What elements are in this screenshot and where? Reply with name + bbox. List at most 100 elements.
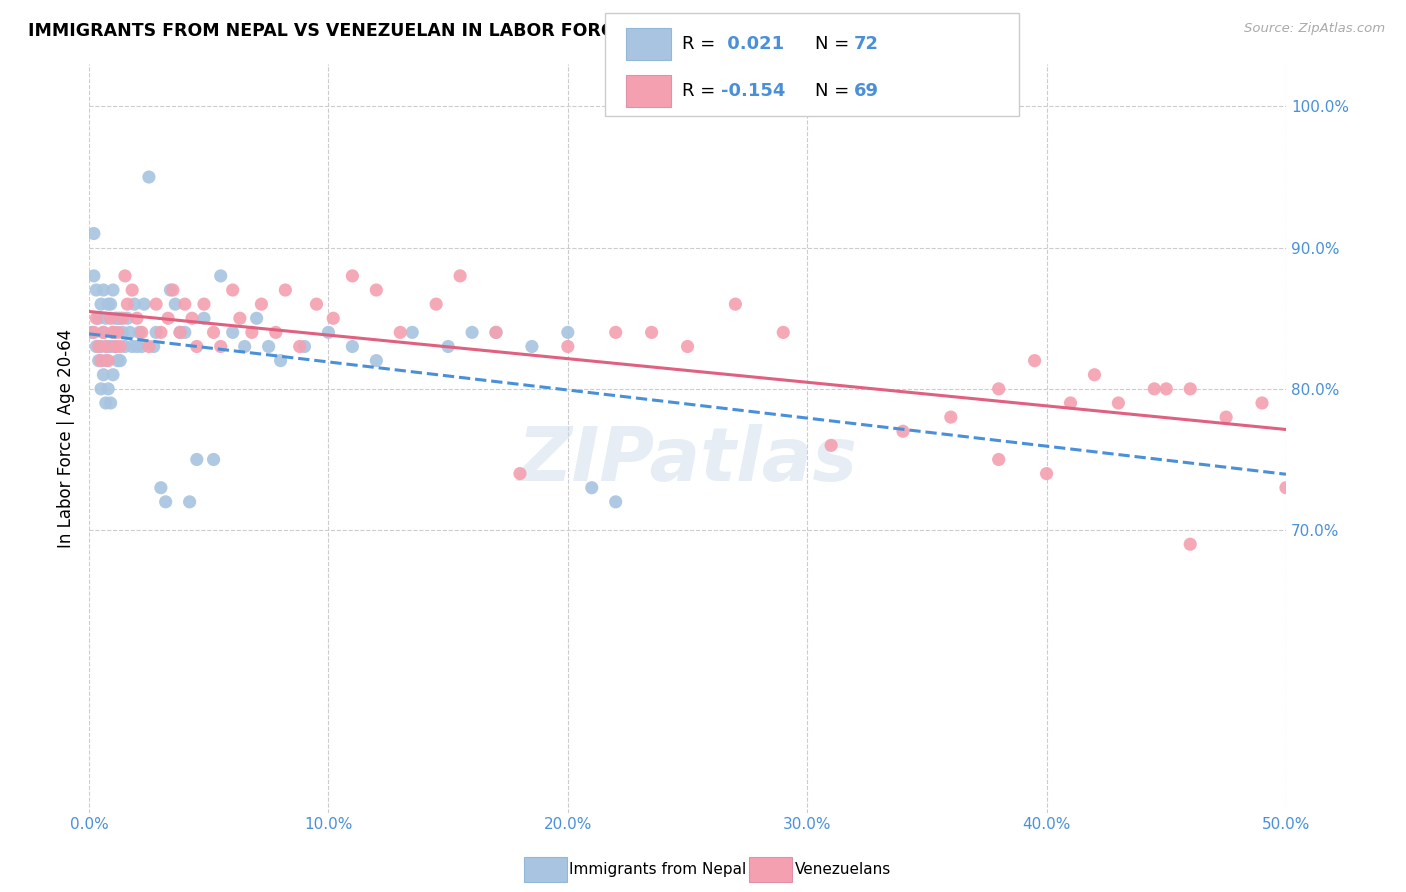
Point [100, 339, 122, 353]
Point [125, 311, 148, 326]
Point [605, 326, 627, 340]
Point [104, 311, 127, 326]
Point [342, 339, 364, 353]
Point [485, 326, 508, 340]
Point [114, 339, 136, 353]
Point [125, 339, 148, 353]
Y-axis label: In Labor Force | Age 20-64: In Labor Force | Age 20-64 [58, 329, 75, 548]
Point [250, 297, 273, 311]
Point [169, 326, 191, 340]
Point [520, 339, 543, 353]
Point [93, 368, 115, 382]
Point [581, 481, 603, 495]
Point [173, 326, 195, 340]
Point [131, 339, 153, 353]
Point [108, 311, 131, 326]
Point [128, 326, 150, 340]
Point [162, 283, 184, 297]
Point [97, 297, 120, 311]
Text: Immigrants from Nepal: Immigrants from Nepal [569, 863, 747, 877]
Point [1180, 382, 1202, 396]
Point [366, 283, 388, 297]
Text: 0.021: 0.021 [721, 35, 785, 53]
Point [107, 353, 129, 368]
Point [1180, 537, 1202, 551]
Point [246, 311, 269, 326]
Point [270, 353, 292, 368]
Point [288, 339, 311, 353]
Point [987, 452, 1010, 467]
Point [366, 353, 388, 368]
Point [93, 326, 115, 340]
Point [605, 495, 627, 509]
Point [111, 326, 134, 340]
Point [104, 339, 127, 353]
Point [939, 410, 962, 425]
Point [124, 297, 146, 311]
Point [87, 339, 110, 353]
Text: 69: 69 [853, 82, 879, 100]
Point [149, 481, 172, 495]
Point [121, 339, 143, 353]
Text: Venezuelans: Venezuelans [794, 863, 890, 877]
Point [104, 339, 127, 353]
Point [93, 326, 115, 340]
Point [342, 268, 364, 283]
Point [186, 339, 208, 353]
Point [157, 311, 180, 326]
Point [134, 297, 156, 311]
Point [100, 311, 122, 326]
Point [240, 326, 263, 340]
Point [117, 297, 139, 311]
Point [101, 326, 124, 340]
Point [83, 326, 105, 340]
Point [222, 326, 245, 340]
Point [173, 297, 195, 311]
Point [114, 268, 136, 283]
Point [820, 438, 842, 452]
Point [1035, 467, 1057, 481]
Point [108, 339, 131, 353]
Point [101, 283, 124, 297]
Point [676, 339, 699, 353]
Point [138, 169, 160, 184]
Point [193, 297, 215, 311]
Text: -0.154: -0.154 [721, 82, 786, 100]
Point [1143, 382, 1166, 396]
Point [94, 353, 117, 368]
Point [118, 326, 141, 340]
Point [117, 311, 139, 326]
Text: N =: N = [815, 82, 855, 100]
Point [772, 326, 794, 340]
Point [202, 326, 225, 340]
Point [159, 283, 181, 297]
Point [87, 311, 110, 326]
Point [1275, 481, 1298, 495]
Point [179, 495, 201, 509]
Point [449, 268, 471, 283]
Point [84, 283, 107, 297]
Point [1083, 368, 1105, 382]
Point [557, 326, 579, 340]
Point [1251, 396, 1274, 410]
Point [557, 339, 579, 353]
Point [891, 424, 914, 438]
Point [90, 382, 112, 396]
Point [181, 311, 204, 326]
Point [202, 452, 225, 467]
Point [93, 283, 115, 297]
Point [193, 311, 215, 326]
Point [485, 326, 508, 340]
Point [107, 326, 129, 340]
Point [1059, 396, 1081, 410]
Text: N =: N = [815, 35, 855, 53]
Point [987, 382, 1010, 396]
Text: 72: 72 [853, 35, 879, 53]
Point [318, 326, 340, 340]
Point [90, 353, 112, 368]
Point [305, 297, 328, 311]
Point [1154, 382, 1177, 396]
Point [1107, 396, 1129, 410]
Text: Source: ZipAtlas.com: Source: ZipAtlas.com [1244, 22, 1385, 36]
Point [461, 326, 484, 340]
